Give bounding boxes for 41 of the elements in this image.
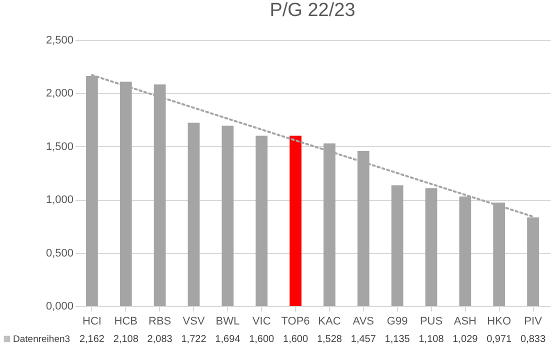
data-label: 1,600 [249,334,275,345]
chart-title: P/G 22/23 [270,0,356,21]
x-tick-label: PUS [420,316,443,328]
data-label: 0,833 [520,334,546,345]
y-tick-label: 0,500 [46,247,74,260]
x-tick-label: HCB [114,316,138,328]
x-tick-label: VSV [182,316,206,328]
x-tick-label: G99 [386,316,408,328]
data-label: 2,162 [79,334,105,345]
data-label: 0,971 [486,334,512,345]
bar [391,185,404,306]
data-label: 1,029 [452,334,478,345]
data-label: 2,083 [147,334,173,345]
x-tick-label: VIC [252,316,271,328]
bar [290,136,302,306]
data-label: 1,694 [215,334,241,345]
y-tick-label: 0,000 [46,300,74,312]
x-tick-label: ASH [454,316,477,328]
data-label: 2,108 [113,334,139,345]
bar [222,126,234,306]
x-tick-label: BWL [216,316,240,328]
data-label: 1,108 [418,334,444,345]
data-label: 1,457 [350,334,376,345]
bar [256,136,268,306]
y-tick-label: 2,000 [46,88,74,100]
data-label: 1,528 [316,334,342,345]
y-tick-label: 2,500 [46,34,74,46]
legend-label: Datenreihen3 [13,334,70,345]
x-tick-label: KAC [318,316,341,328]
x-tick-label: HCI [82,316,102,328]
bar [188,122,200,306]
data-label: 1,600 [283,334,308,345]
x-tick-label: HKO [487,316,512,328]
x-tick-label: PIV [524,316,543,328]
x-tick-label: AVS [352,316,374,328]
x-tick-label: RBS [148,316,172,328]
y-tick-label: 1,500 [46,140,74,153]
y-tick-label: 1,000 [46,194,74,206]
x-tick-label: TOP6 [281,316,310,328]
data-label: 1,135 [384,334,410,345]
data-label: 1,722 [181,334,207,345]
